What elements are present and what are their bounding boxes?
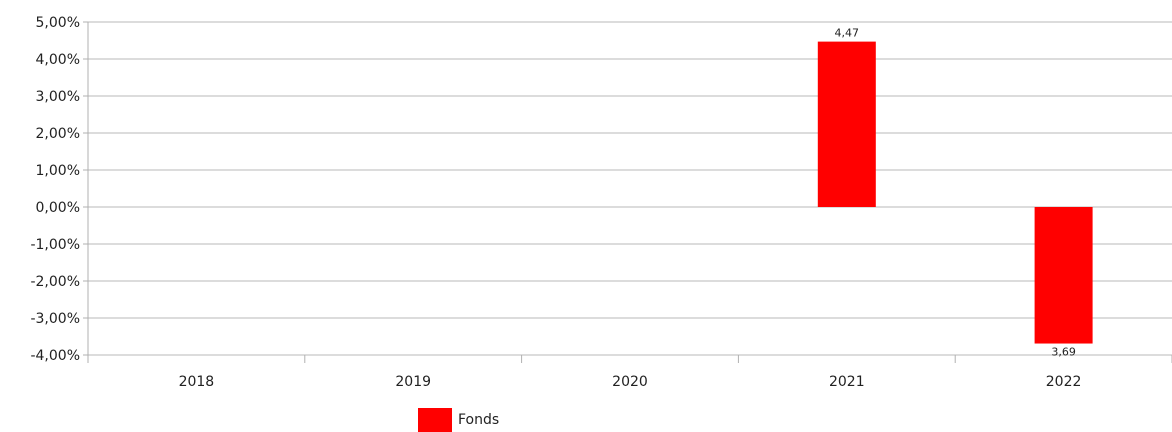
data-label: 3,69 (1051, 346, 1076, 359)
legend-swatch (418, 408, 452, 432)
y-tick-label: 5,00% (36, 15, 80, 31)
y-tick-label: 1,00% (36, 163, 80, 179)
y-tick-label: -2,00% (30, 274, 80, 290)
x-tick-label: 2022 (1046, 374, 1082, 390)
y-tick-label: 4,00% (36, 52, 80, 68)
legend: Fonds (418, 408, 499, 432)
x-tick-label: 2021 (829, 374, 865, 390)
grid-lines (88, 21, 1172, 356)
bars (817, 41, 1093, 344)
data-label: 4,47 (835, 27, 860, 40)
x-axis: 2018 2019 2020 2021 2022 (87, 355, 1172, 390)
y-tick-label: 0,00% (36, 200, 80, 216)
y-tick-label: -3,00% (30, 311, 80, 327)
y-axis: 5,00% 4,00% 3,00% 2,00% 1,00% 0,00% -1,00% -2,0… (30, 15, 89, 364)
x-tick-label: 2020 (612, 374, 648, 390)
x-tick-label: 2019 (395, 374, 431, 390)
x-tick-label: 2018 (179, 374, 215, 390)
data-labels: 4,47 3,69 (835, 27, 1076, 359)
y-tick-label: 3,00% (36, 89, 80, 105)
bar (1034, 207, 1093, 344)
legend-label-fonds: Fonds (458, 412, 500, 428)
y-tick-label: 2,00% (36, 126, 80, 142)
chart-canvas: 5,00% 4,00% 3,00% 2,00% 1,00% 0,00% -1,00% -2,0… (30, 15, 1172, 390)
y-tick-label: -4,00% (30, 348, 80, 364)
bar (817, 41, 876, 207)
y-tick-label: -1,00% (30, 237, 80, 253)
